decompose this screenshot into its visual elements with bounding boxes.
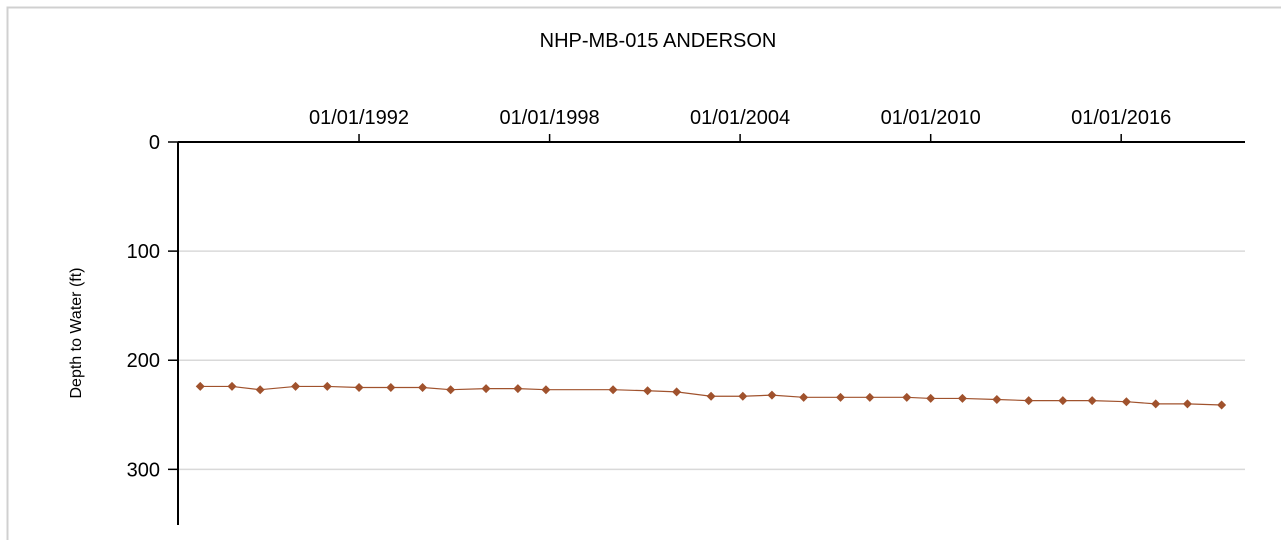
data-point: [1121, 397, 1131, 407]
y-axis-label: Depth to Water (ft): [68, 268, 85, 399]
data-point: [1151, 399, 1161, 409]
data-point: [1087, 396, 1097, 406]
data-point: [865, 392, 875, 402]
x-tick-label: 01/01/2016: [1071, 107, 1171, 129]
y-tick-label: 100: [127, 241, 160, 263]
data-point: [672, 387, 682, 397]
data-point: [255, 385, 265, 395]
data-point: [836, 392, 846, 402]
data-point: [354, 383, 364, 393]
data-point: [799, 392, 809, 402]
data-point: [1024, 396, 1034, 406]
data-point: [481, 384, 491, 394]
data-point: [1182, 399, 1192, 409]
data-point: [926, 393, 936, 403]
y-tick-label: 300: [127, 459, 160, 481]
chart-title: NHP-MB-015 ANDERSON: [540, 30, 777, 52]
data-point: [957, 393, 967, 403]
y-tick-label: 200: [127, 350, 160, 372]
data-point: [386, 383, 396, 393]
data-point: [195, 381, 205, 391]
series-line: [200, 385, 1222, 406]
data-point: [1217, 400, 1227, 410]
data-point: [322, 381, 332, 391]
x-tick-label: 01/01/1992: [309, 107, 409, 129]
data-point: [1058, 396, 1068, 406]
x-tick-label: 01/01/2004: [690, 107, 790, 129]
data-point: [541, 385, 551, 395]
data-point: [992, 395, 1002, 405]
x-tick-label: 01/01/2010: [881, 107, 981, 129]
data-point: [608, 385, 618, 395]
data-point: [291, 381, 301, 391]
y-tick-label: 0: [149, 132, 160, 154]
data-point: [902, 392, 912, 402]
data-point: [227, 381, 237, 391]
x-tick-label: 01/01/1998: [500, 107, 600, 129]
data-point: [513, 384, 523, 394]
data-point: [767, 390, 777, 400]
data-point: [418, 383, 428, 393]
data-point: [706, 391, 716, 401]
frame: [6, 6, 1281, 540]
data-point: [643, 386, 653, 396]
data-point: [738, 391, 748, 401]
data-point: [446, 385, 456, 395]
